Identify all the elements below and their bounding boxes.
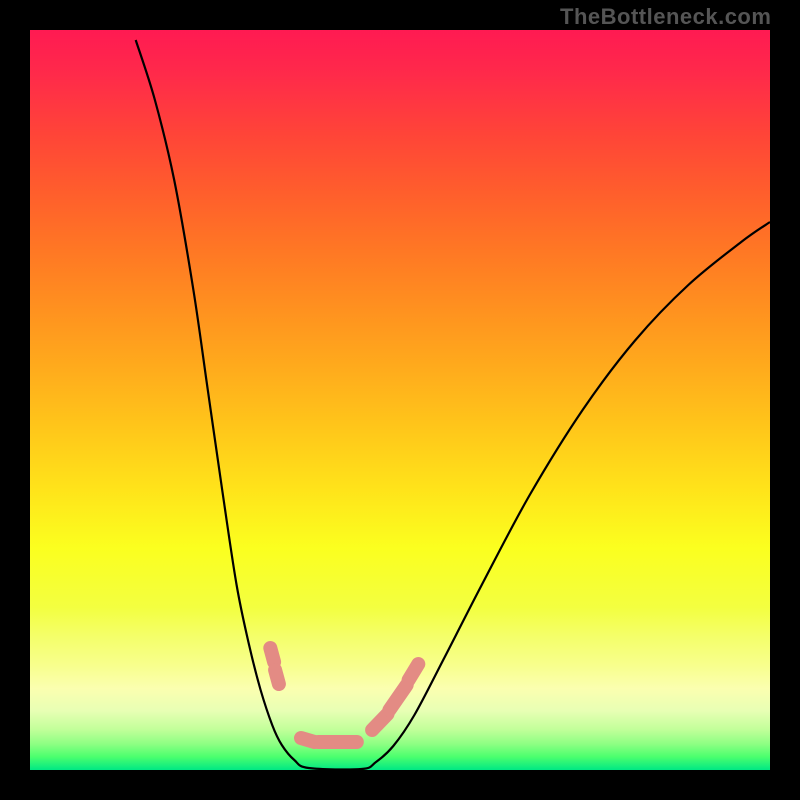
plot-background: [30, 30, 770, 770]
watermark-text: TheBottleneck.com: [560, 4, 771, 30]
highlight-segment: [275, 670, 279, 684]
highlight-segment: [409, 664, 419, 680]
chart-frame: [0, 0, 800, 800]
bottleneck-chart: [0, 0, 800, 800]
highlight-segment: [270, 648, 274, 662]
